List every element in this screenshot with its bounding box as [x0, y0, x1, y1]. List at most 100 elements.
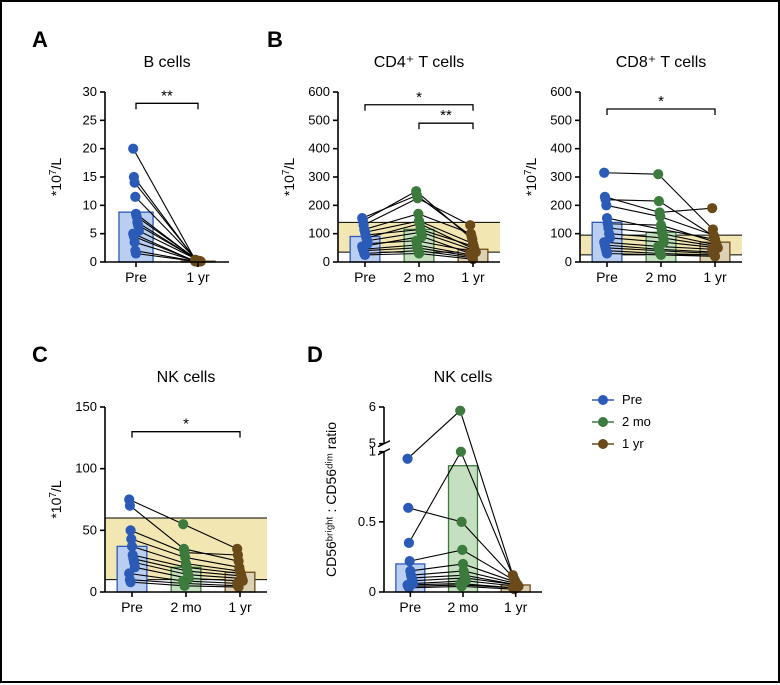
legend-marker [599, 396, 608, 405]
svg-text:0: 0 [90, 254, 97, 269]
svg-text:600: 600 [308, 84, 330, 99]
data-point [456, 406, 465, 415]
svg-text:400: 400 [550, 141, 572, 156]
svg-text:600: 600 [550, 84, 572, 99]
legend-label: 1 yr [622, 436, 644, 451]
svg-text:0: 0 [323, 254, 330, 269]
data-point [415, 249, 424, 258]
legend-marker [599, 440, 608, 449]
svg-text:100: 100 [75, 461, 97, 476]
category-label: 2 mo [403, 269, 434, 285]
category-label: 1 yr [186, 269, 210, 285]
category-label: 2 mo [447, 599, 478, 615]
panel-title: B cells [143, 54, 190, 71]
data-point [179, 520, 188, 529]
significance-label: ** [161, 87, 173, 104]
y-axis-label: *107/L [523, 158, 540, 196]
category-label: 2 mo [645, 269, 676, 285]
data-point [132, 249, 141, 258]
data-point [457, 582, 466, 591]
category-label: 1 yr [461, 269, 485, 285]
category-label: 1 yr [504, 599, 528, 615]
svg-text:500: 500 [308, 112, 330, 127]
svg-text:400: 400 [308, 141, 330, 156]
svg-text:0.5: 0.5 [358, 514, 376, 529]
data-point [654, 197, 663, 206]
data-point [404, 503, 413, 512]
svg-text:300: 300 [550, 169, 572, 184]
data-point [234, 583, 243, 592]
data-point [403, 454, 412, 463]
data-point [126, 526, 135, 535]
panel-label-c: C [32, 342, 48, 367]
y-axis-label: *107/L [48, 480, 65, 518]
data-point [130, 238, 139, 247]
svg-text:25: 25 [83, 112, 97, 127]
data-point [131, 192, 140, 201]
svg-text:10: 10 [83, 197, 97, 212]
panel-title: CD4⁺ T cells [374, 54, 465, 71]
figure-svg: ABCDPre2 mo1 yr051015202530Pre1 yrB cell… [2, 2, 780, 685]
data-point [361, 250, 370, 259]
panel-label-a: A [32, 27, 48, 52]
data-point [129, 144, 138, 153]
y-axis-label: *107/L [281, 158, 298, 196]
svg-text:300: 300 [308, 169, 330, 184]
data-point [130, 178, 139, 187]
category-label: Pre [121, 599, 143, 615]
significance-label: * [658, 93, 664, 110]
legend-label: 2 mo [622, 414, 651, 429]
data-point [654, 170, 663, 179]
data-point [457, 517, 466, 526]
data-point [708, 204, 717, 213]
svg-text:0: 0 [565, 254, 572, 269]
data-point [126, 578, 135, 587]
svg-text:0: 0 [90, 584, 97, 599]
svg-text:100: 100 [308, 226, 330, 241]
data-point [711, 252, 720, 261]
significance-label: * [183, 416, 189, 433]
data-point [125, 501, 134, 510]
legend-marker [599, 418, 608, 427]
data-point [657, 250, 666, 259]
figure-frame: ABCDPre2 mo1 yr051015202530Pre1 yrB cell… [0, 0, 780, 683]
significance-label: ** [440, 107, 452, 124]
svg-text:100: 100 [550, 226, 572, 241]
svg-text:50: 50 [83, 522, 97, 537]
svg-text:20: 20 [83, 141, 97, 156]
category-label: Pre [125, 269, 147, 285]
svg-text:200: 200 [550, 197, 572, 212]
panel-title: CD8⁺ T cells [616, 54, 707, 71]
svg-text:15: 15 [83, 169, 97, 184]
category-label: Pre [354, 269, 376, 285]
data-point [413, 194, 422, 203]
data-point [466, 221, 475, 230]
panel-label-d: D [307, 342, 323, 367]
data-point [458, 545, 467, 554]
svg-text:0: 0 [369, 584, 376, 599]
svg-text:30: 30 [83, 84, 97, 99]
svg-text:150: 150 [75, 399, 97, 414]
category-label: Pre [399, 599, 421, 615]
data-point [180, 581, 189, 590]
category-label: Pre [596, 269, 618, 285]
data-point [456, 447, 465, 456]
data-point [602, 201, 611, 210]
category-label: 2 mo [170, 599, 201, 615]
y-axis-label: *107/L [48, 158, 65, 196]
y-axis-label: CD56ᵇʳⁱᵍʰᵗ : CD56ᵈⁱᵐ ratio [323, 422, 339, 577]
svg-text:500: 500 [550, 112, 572, 127]
svg-text:6: 6 [369, 399, 376, 414]
data-point [656, 212, 665, 221]
data-point [128, 542, 137, 551]
category-label: 1 yr [703, 269, 727, 285]
panel-title: NK cells [434, 369, 493, 386]
svg-text:5: 5 [90, 226, 97, 241]
svg-text:5: 5 [369, 436, 376, 451]
svg-text:200: 200 [308, 197, 330, 212]
data-point [405, 557, 414, 566]
data-point [404, 538, 413, 547]
data-point [404, 583, 413, 592]
significance-label: * [416, 89, 422, 106]
legend-label: Pre [622, 392, 642, 407]
